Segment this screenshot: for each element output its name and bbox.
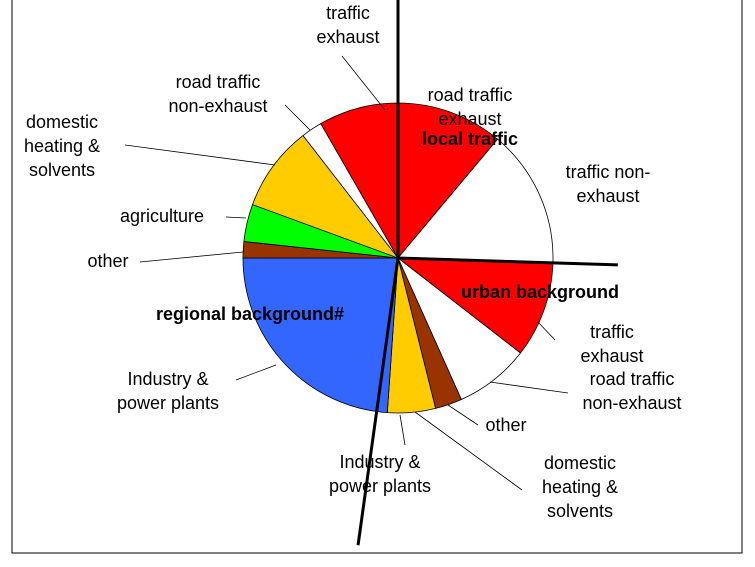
pie-slice	[397, 138, 554, 264]
leader-line	[284, 104, 311, 131]
leader-line	[139, 251, 244, 263]
leader-line	[414, 411, 523, 491]
slice-label: road traffic exhaust	[428, 85, 513, 129]
leader-line	[399, 414, 406, 446]
slice-label: traffic exhaust	[580, 322, 643, 366]
leader-line	[225, 216, 247, 219]
leader-line	[489, 381, 569, 394]
leader-line	[447, 404, 479, 426]
slice-label: other	[87, 251, 128, 271]
slice-label: traffic exhaust	[316, 3, 379, 47]
slice-label: Industry & power plants	[329, 452, 431, 496]
slice-label: domestic heating & solvents	[24, 112, 100, 180]
group-label: local traffic	[422, 129, 518, 149]
group-label: regional background#	[156, 304, 344, 324]
slice-label: Industry & power plants	[117, 369, 219, 413]
group-divider	[397, 256, 618, 267]
slice-label: agriculture	[120, 206, 204, 226]
slice-label: road traffic non-exhaust	[582, 369, 681, 413]
pie-slice	[397, 102, 499, 260]
leader-line	[235, 364, 277, 381]
slice-label: other	[485, 415, 526, 435]
slice-label: domestic heating & solvents	[542, 453, 618, 521]
leader-line	[537, 321, 556, 341]
slice-label: traffic non-exhaust	[566, 162, 651, 206]
slice-label: road traffic non-exhaust	[168, 72, 267, 116]
group-divider	[356, 257, 400, 546]
pie-slice	[396, 257, 554, 354]
pie-slice	[242, 257, 399, 412]
pie-slice	[251, 134, 400, 259]
group-label: urban background	[461, 282, 619, 302]
leader-line	[341, 55, 386, 111]
leader-line	[124, 144, 276, 166]
